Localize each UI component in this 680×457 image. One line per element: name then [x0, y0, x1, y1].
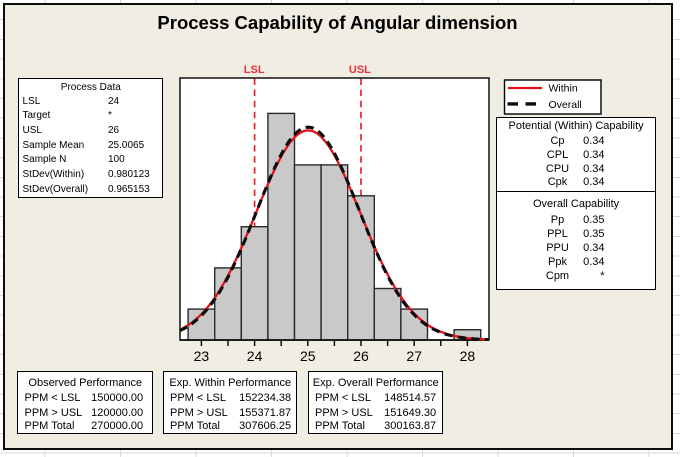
svg-text:26: 26	[353, 348, 369, 364]
svg-text:LSL: LSL	[243, 64, 264, 76]
svg-text:USL: USL	[348, 64, 370, 76]
svg-text:23: 23	[193, 348, 209, 364]
svg-text:24: 24	[246, 348, 262, 364]
svg-text:27: 27	[406, 348, 422, 364]
svg-text:25: 25	[300, 348, 316, 364]
svg-text:Overall: Overall	[548, 99, 581, 111]
svg-text:28: 28	[459, 348, 475, 364]
svg-text:Within: Within	[548, 83, 577, 95]
